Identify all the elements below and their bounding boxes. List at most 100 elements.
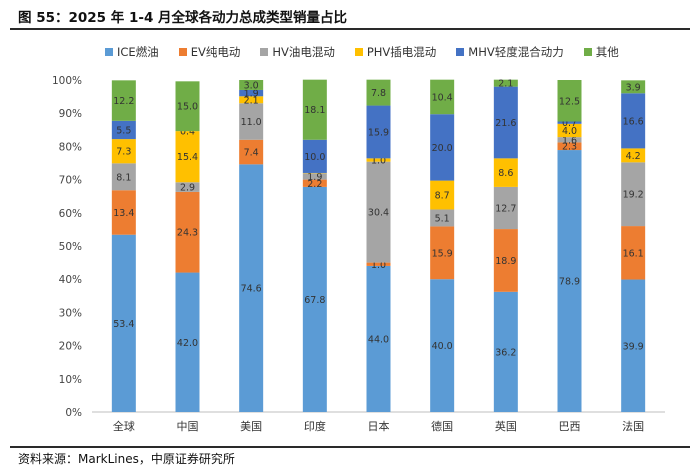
bar-segment bbox=[366, 158, 391, 162]
data-label: 2.1 bbox=[498, 79, 513, 90]
bar-segment bbox=[111, 80, 136, 121]
bar-segment bbox=[557, 121, 582, 124]
chart-legend: ICE燃油 EV纯电动 HV油电混动 PHV插电混动 MHV轻度混合动力 其他 bbox=[105, 44, 619, 60]
bar-segment bbox=[621, 93, 646, 149]
data-label: 12.7 bbox=[495, 203, 516, 214]
stacked-bar-chart: 0% 10% 20% 30% 40% 50% 60% 70% 80% 90% 100% 53.4 13.… bbox=[52, 75, 665, 433]
bar-segment bbox=[493, 79, 518, 87]
bar-segment bbox=[111, 120, 136, 140]
legend-swatch bbox=[178, 48, 187, 56]
bar-segment bbox=[621, 80, 646, 94]
bar-segment bbox=[493, 158, 518, 187]
figure-title: 图 55：2025 年 1-4 月全球各动力总成类型销量占比 bbox=[18, 10, 348, 26]
data-label: 3.0 bbox=[244, 80, 259, 91]
source-note: 资料来源：MarkLines，中原证券研究所 bbox=[18, 452, 235, 466]
x-tick-label: 法国 bbox=[622, 419, 644, 433]
bar-segment bbox=[239, 139, 264, 165]
data-label: 8.7 bbox=[435, 191, 450, 202]
bar-segment bbox=[302, 179, 327, 187]
bar-segment bbox=[366, 161, 391, 263]
data-label: 1.0 bbox=[371, 260, 386, 271]
bar-segment bbox=[366, 262, 391, 266]
data-label: 2.9 bbox=[180, 183, 195, 194]
bar-segment bbox=[111, 163, 136, 191]
bar-segment bbox=[621, 148, 646, 163]
bar-segment bbox=[111, 190, 136, 235]
data-label: 12.5 bbox=[559, 96, 580, 107]
y-tick-label: 60% bbox=[59, 208, 82, 220]
data-label: 36.2 bbox=[495, 347, 516, 358]
y-tick-label: 90% bbox=[59, 108, 82, 120]
data-label: 44.0 bbox=[368, 334, 389, 345]
bar-segment bbox=[175, 272, 200, 412]
data-label: 53.4 bbox=[113, 319, 134, 330]
legend-item: PHV插电混动 bbox=[354, 44, 437, 60]
data-label: 2.1 bbox=[244, 95, 259, 106]
data-label: 15.4 bbox=[177, 152, 198, 163]
data-label: 2.2 bbox=[307, 179, 322, 190]
x-tick-label: 中国 bbox=[177, 420, 199, 433]
bar-segment bbox=[366, 265, 391, 412]
y-tick-label: 30% bbox=[59, 307, 82, 319]
bar-segment bbox=[557, 150, 582, 412]
legend-swatch bbox=[105, 48, 113, 56]
legend-label: PHV插电混动 bbox=[366, 45, 437, 59]
bar-segment bbox=[557, 137, 582, 143]
bar-segment bbox=[239, 164, 264, 412]
bar-segment bbox=[430, 79, 455, 115]
legend-swatch bbox=[354, 48, 363, 56]
bar-segment bbox=[557, 123, 582, 138]
data-label: 1.6 bbox=[562, 135, 577, 146]
data-label: 2.3 bbox=[562, 142, 577, 153]
data-label: 1.9 bbox=[244, 89, 259, 100]
data-label: 4.2 bbox=[626, 151, 641, 162]
legend-item: MHV轻度混合动力 bbox=[456, 44, 564, 60]
bar-segment bbox=[366, 79, 391, 106]
data-label: 16.6 bbox=[623, 116, 644, 127]
data-label: 24.3 bbox=[177, 228, 198, 239]
bar-segment bbox=[175, 191, 200, 273]
legend-swatch bbox=[260, 48, 269, 56]
data-label: 10.0 bbox=[304, 152, 325, 163]
bar-segment bbox=[239, 89, 264, 97]
x-tick-label: 日本 bbox=[368, 419, 390, 433]
bar-segment bbox=[175, 81, 200, 132]
data-label: 11.0 bbox=[241, 117, 262, 128]
bar-segment bbox=[621, 162, 646, 227]
bar-segment bbox=[493, 229, 518, 292]
data-label: 5.5 bbox=[116, 125, 131, 136]
bar-segment bbox=[175, 131, 200, 183]
bar-segment bbox=[430, 226, 455, 280]
bar-segment bbox=[430, 114, 455, 181]
data-label: 3.9 bbox=[626, 82, 641, 93]
data-label: 20.0 bbox=[432, 143, 453, 154]
bar-segment bbox=[621, 279, 646, 412]
bar-segment bbox=[111, 139, 136, 164]
bar-segment bbox=[239, 80, 264, 90]
y-tick-label: 50% bbox=[59, 241, 82, 253]
legend-label: 其他 bbox=[595, 45, 619, 59]
top-rule bbox=[10, 28, 690, 30]
legend-swatch bbox=[456, 48, 465, 56]
y-tick-label: 20% bbox=[59, 341, 82, 353]
x-tick-label: 美国 bbox=[240, 420, 262, 433]
data-label: 8.1 bbox=[116, 172, 131, 183]
data-label: 74.6 bbox=[241, 284, 262, 295]
bar-segment bbox=[621, 226, 646, 280]
bar-segment bbox=[430, 279, 455, 412]
data-label: 1.0 bbox=[371, 156, 386, 167]
data-label: 67.8 bbox=[304, 295, 325, 306]
data-label: 18.9 bbox=[495, 256, 516, 267]
legend-swatch bbox=[583, 48, 592, 56]
bar-segment bbox=[557, 142, 582, 151]
x-tick-label: 巴西 bbox=[559, 420, 581, 433]
x-tick-label: 全球 bbox=[113, 419, 135, 433]
data-label: 40.0 bbox=[432, 341, 453, 352]
bar-segment bbox=[430, 180, 455, 210]
y-tick-label: 80% bbox=[59, 141, 82, 153]
bar-segment bbox=[493, 86, 518, 159]
data-label: 0.4 bbox=[180, 127, 195, 138]
legend-item: 其他 bbox=[583, 44, 619, 60]
data-label: 15.0 bbox=[177, 102, 198, 113]
bar-segment bbox=[557, 80, 582, 122]
